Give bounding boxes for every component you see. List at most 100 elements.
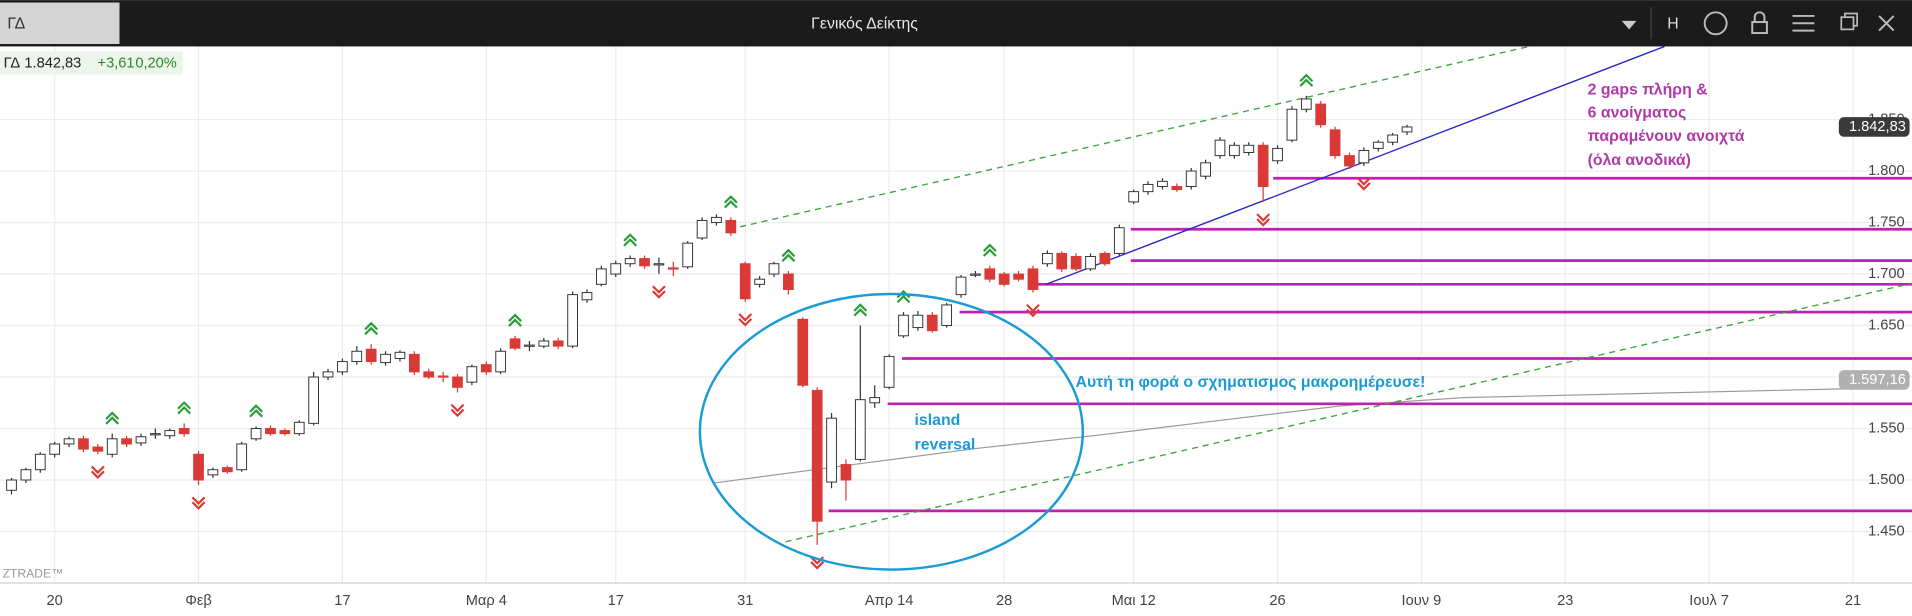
y-tick-label: 1.700 [1868,266,1905,282]
candle-body [495,350,507,373]
moving-average [713,388,1842,484]
candle-body [783,273,794,290]
candle-body [279,430,291,435]
candle-body [221,467,233,473]
watermark: ZTRADE™ [2,567,63,581]
candle-body [63,438,75,445]
candle-body [1257,144,1269,187]
info-box [0,51,183,75]
dropdown-icon[interactable] [1621,20,1637,30]
candle-body [1085,256,1096,270]
candle-body [1128,191,1140,203]
y-tick-label: 1.550 [1868,420,1905,436]
lock-icon[interactable] [1751,21,1768,35]
trend-line [785,282,1912,543]
candle-body [207,469,219,476]
candle-body [1041,252,1053,265]
candle-body [624,258,636,265]
candle-body [1329,129,1341,157]
candle-body [581,292,593,301]
y-tick-label: 1.650 [1868,317,1905,333]
x-tick-label: Μαρ 4 [466,593,507,609]
signal-up [508,313,522,327]
plot: 20 Φεβ 17 Μαρ 4 17 31 Απρ 14 28 Μαι 12 26 Ιουν 9 23… [0,45,1912,609]
signal-down [738,313,753,327]
candle-body [1272,147,1283,162]
signal-up [982,243,997,257]
trend-line [1045,45,1665,285]
candle-body [1013,273,1024,280]
candle-body [1070,256,1082,270]
quote-icon[interactable] [1703,11,1728,36]
tab[interactable] [0,2,120,45]
candle-body [365,348,377,363]
candle-body [970,273,981,276]
candle-body [1056,252,1068,270]
close-icon[interactable] [1878,15,1895,32]
candle-body [1401,126,1413,133]
candle-body [49,443,61,455]
annotation: reversal [915,436,976,453]
candle-body [193,453,204,481]
price-tag [1838,117,1910,137]
signal-down [191,496,206,510]
candle-body [797,318,809,386]
signal-up [364,321,379,336]
candle-body [1315,103,1327,126]
candle-body [1229,144,1240,157]
header-bar [0,0,1912,47]
x-tick-label: 31 [737,593,753,609]
candle-body [567,294,578,347]
candle-body [1372,141,1384,149]
candle-body [811,389,823,522]
h-button[interactable]: Η [1667,16,1678,33]
restore-icon[interactable] [1840,16,1855,31]
candle-body [380,353,391,364]
candle-body [423,371,435,378]
signal-up [853,303,868,317]
candle-body [898,314,909,337]
tab-label: ΓΔ [7,16,25,33]
info-symbol: ΓΔ [4,55,21,71]
candle-body [768,263,780,275]
candle-body [437,375,449,378]
candle-body [466,366,478,383]
candle-body [452,376,463,388]
signal-up [177,401,192,415]
menu-icon[interactable] [1792,14,1815,32]
candle-body [883,355,895,388]
x-tick-label: Μαι 12 [1112,593,1156,609]
candle-body [696,219,708,239]
restore-icon-back [1844,12,1858,27]
candle-body [941,304,953,327]
window-title: Γενικός Δείκτης [811,16,918,33]
x-tick-label: Φεβ [185,593,212,609]
candle-body [92,446,104,452]
candle-body [250,428,262,440]
candle-body [912,314,924,329]
candle-body [1157,180,1168,187]
candle-body [509,338,521,349]
candle-body [150,433,161,436]
signal-up [781,248,796,262]
x-tick-label: 17 [334,593,350,609]
signal-up [623,233,638,247]
candle-body [164,430,176,437]
candle-body [1358,149,1370,164]
x-tick-label: 28 [996,593,1012,609]
candle-body [337,361,348,373]
candle-body [739,263,751,300]
candle-body [121,438,132,445]
candle-body [667,267,679,270]
candle-body [754,278,765,285]
signal-down [1356,177,1371,191]
info-last: 1.842,83 [24,55,81,71]
candle-body [1200,162,1211,177]
candle-body [322,371,334,378]
candle-body [1387,134,1399,143]
price-tag-label: 1.842,83 [1849,119,1906,135]
candle-body [1286,108,1298,141]
candle-body [480,364,492,373]
y-tick-label: 1.500 [1868,472,1905,488]
